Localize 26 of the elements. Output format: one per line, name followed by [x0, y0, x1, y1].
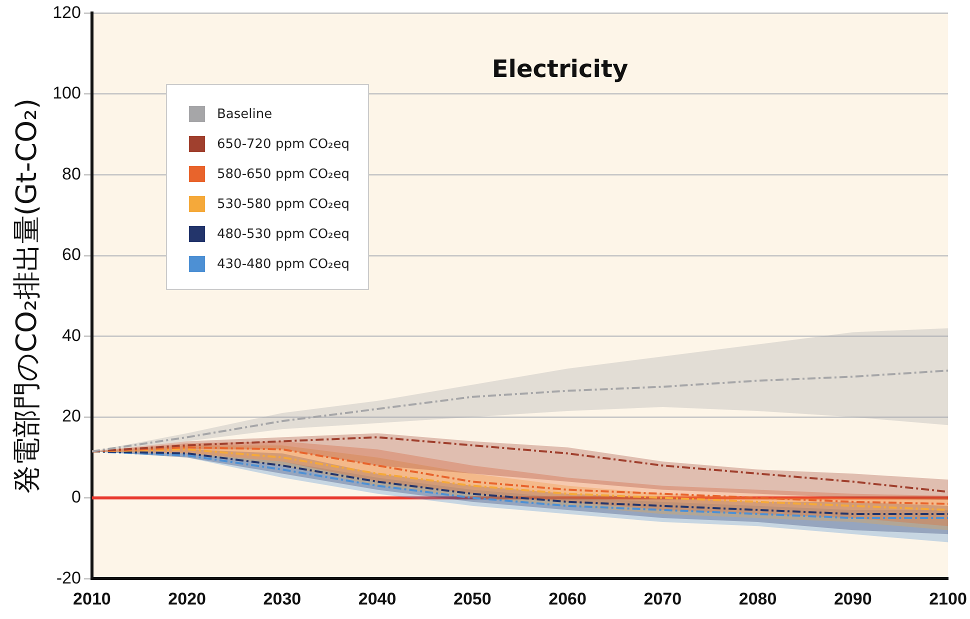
- legend-label: 480-530 ppm CO₂eq: [217, 226, 350, 242]
- x-tick-label: 2070: [644, 589, 682, 608]
- x-tick-label: 2050: [454, 589, 492, 608]
- x-tick-label: 2020: [168, 589, 206, 608]
- x-tick-label: 2040: [358, 589, 396, 608]
- y-tick-label: 40: [62, 326, 81, 345]
- x-tick-label: 2030: [263, 589, 302, 608]
- legend-label: 430-480 ppm CO₂eq: [217, 256, 350, 272]
- legend-label: Baseline: [217, 106, 272, 122]
- legend-label: 580-650 ppm CO₂eq: [217, 166, 350, 182]
- y-tick-label: 120: [52, 2, 81, 22]
- legend-label: 650-720 ppm CO₂eq: [217, 136, 350, 152]
- y-axis-title: 発電部門のCO₂排出量(Gt-CO₂): [10, 98, 44, 494]
- y-tick-label: 100: [52, 84, 81, 103]
- x-tick-label: 2010: [73, 589, 111, 608]
- x-tick-label: 2080: [738, 589, 777, 608]
- legend-label: 530-580 ppm CO₂eq: [217, 196, 350, 212]
- x-tick-label: 2060: [548, 589, 586, 608]
- text: Electricity: [490, 55, 630, 83]
- y-tick-label: 60: [62, 245, 81, 264]
- y-tick-label: -20: [56, 568, 81, 588]
- x-tick-label: 2100: [929, 589, 967, 608]
- y-tick-label: 20: [62, 406, 81, 426]
- y-tick-label: 80: [62, 164, 81, 184]
- x-tick-label: 2090: [834, 589, 872, 608]
- y-tick-label: 0: [71, 488, 81, 507]
